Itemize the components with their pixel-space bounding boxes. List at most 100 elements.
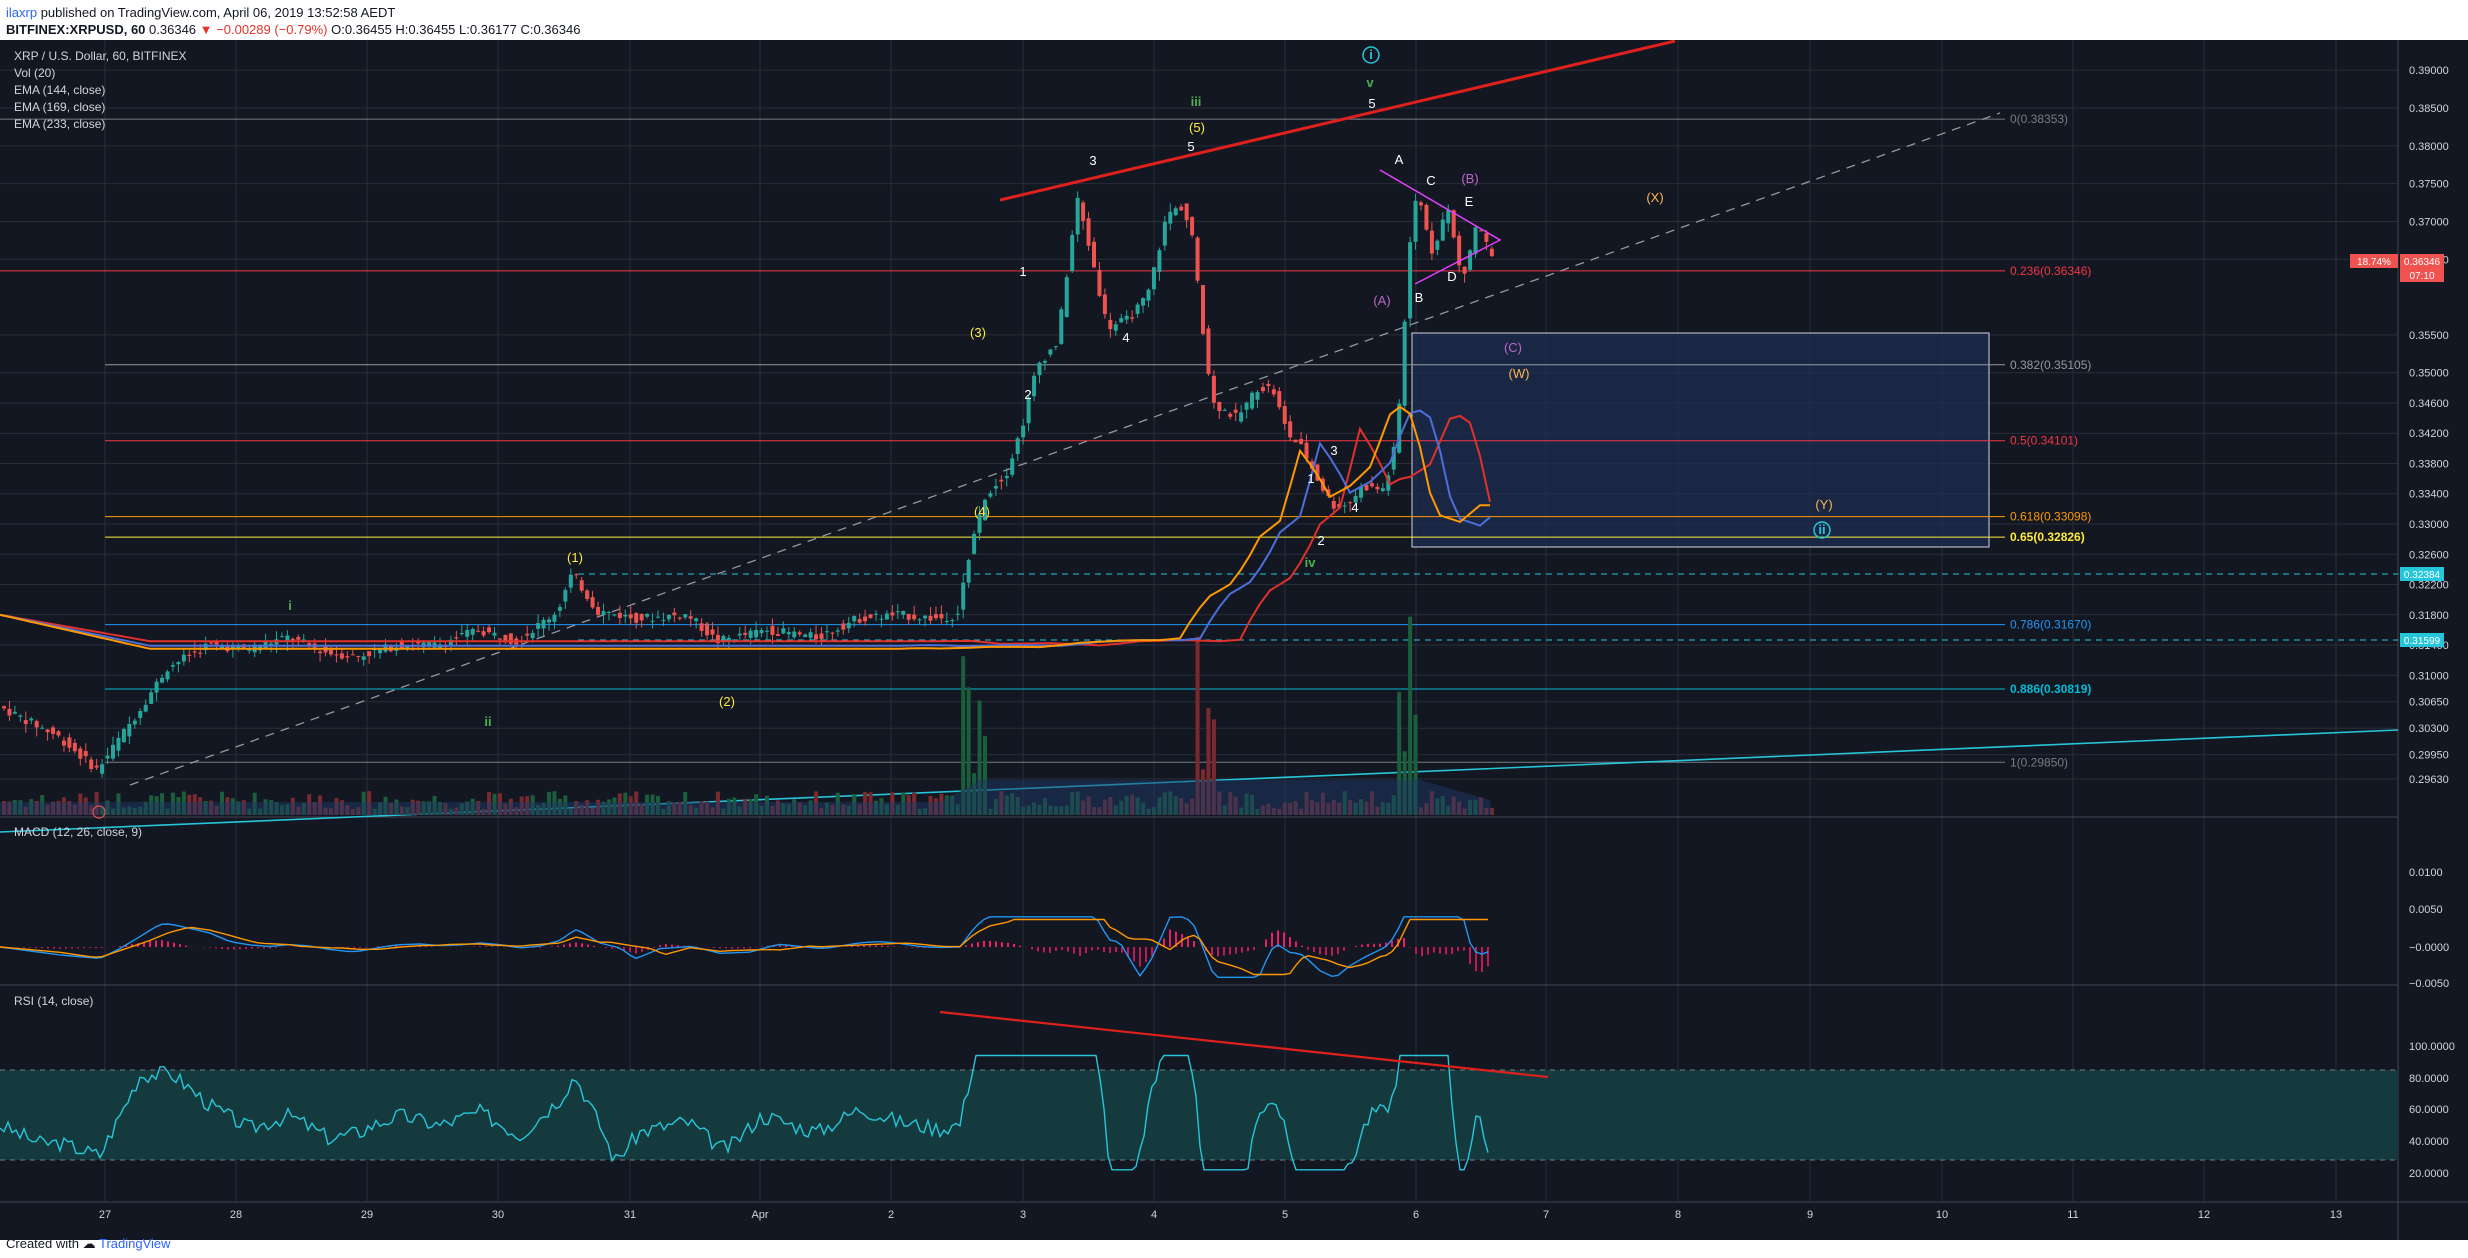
candle-body (1217, 402, 1222, 412)
wave-label-white[interactable]: 3 (1089, 153, 1096, 168)
candle-body (34, 721, 39, 728)
candle-body (329, 648, 333, 655)
wave-label-white[interactable]: 5 (1187, 139, 1194, 154)
candle-body (1489, 248, 1494, 257)
rsi-divergence-line[interactable] (939, 1010, 1549, 1079)
time-tick-label: 7 (1543, 1209, 1549, 1221)
candle-body (552, 614, 557, 622)
wave-label-green[interactable]: v (1366, 75, 1374, 90)
candle-body (503, 634, 508, 643)
candle-body (972, 533, 977, 554)
wave-label-white[interactable]: 1 (1307, 471, 1314, 486)
resistance-trendline[interactable] (999, 40, 1676, 202)
wave-label-triangle[interactable]: D (1447, 269, 1456, 284)
candle-body (737, 633, 742, 636)
candle-body (710, 629, 715, 635)
price-tick-label: 0.32600 (2409, 549, 2449, 561)
time-tick-label: Apr (751, 1209, 768, 1221)
time-tick-label: 5 (1282, 1209, 1288, 1221)
candle-body (1162, 221, 1167, 246)
candle-body (459, 633, 464, 635)
rsi-tick-label: 40.0000 (2409, 1136, 2449, 1148)
candle-body (220, 646, 224, 649)
wave-label-white[interactable]: 4 (1122, 330, 1129, 345)
last-price: 0.36346 (149, 22, 197, 37)
candle-body (1364, 484, 1369, 491)
time-tick-label: 10 (1936, 1209, 1948, 1221)
wave-label-triangle[interactable]: E (1465, 194, 1474, 209)
candle-body (181, 654, 186, 662)
candle-body (56, 731, 61, 736)
candle-body (1451, 210, 1456, 238)
wave-label-yellow[interactable]: (3) (970, 325, 986, 340)
candle-body (661, 619, 666, 621)
author-link[interactable]: ilaxrp (6, 5, 38, 20)
wave-label-green[interactable]: iv (1305, 555, 1317, 570)
price-tick-label: 0.33400 (2409, 489, 2449, 501)
candle-body (121, 729, 126, 743)
rsi-band-fill (0, 1070, 2398, 1160)
price-change: ▼ −0.00289 (−0.79%) (199, 22, 328, 37)
target-zone-box[interactable] (1411, 332, 1990, 548)
wave-label-green[interactable]: iii (1191, 94, 1202, 109)
candle-body (1081, 202, 1086, 221)
candle-body (1059, 309, 1064, 344)
candle-body (1119, 318, 1124, 323)
wave-label-yellow[interactable]: (2) (719, 694, 735, 709)
macd-line (0, 916, 1489, 978)
candle-body (454, 637, 459, 639)
candle-body (977, 514, 982, 533)
candle-body (639, 613, 644, 621)
candle-series (2, 191, 1494, 778)
candle-body (617, 612, 622, 619)
wave-label-white[interactable]: 2 (1024, 387, 1031, 402)
candle-body (1299, 439, 1304, 444)
candle-body (1244, 402, 1249, 410)
wave-label-yellow[interactable]: (1) (567, 550, 583, 565)
candle-body (345, 656, 350, 658)
candle-body (361, 656, 366, 660)
candle-body (596, 606, 601, 615)
wave-label-triangle[interactable]: C (1426, 173, 1435, 188)
wave-label-circled[interactable]: i (1369, 47, 1373, 62)
wave-label-green[interactable]: i (288, 598, 292, 613)
candle-body (100, 764, 105, 774)
time-tick-label: 13 (2330, 1209, 2342, 1221)
wave-label-purple[interactable]: (C) (1504, 340, 1522, 355)
candle-body (367, 651, 372, 657)
wave-label-orange[interactable]: (W) (1509, 366, 1530, 381)
candle-body (1429, 230, 1434, 254)
ema-233-line (0, 414, 1491, 647)
wave-label-white[interactable]: 4 (1351, 500, 1358, 515)
wave-label-white[interactable]: 1 (1019, 264, 1026, 279)
candle-body (405, 646, 410, 649)
wave-label-yellow[interactable]: (5) (1189, 120, 1205, 135)
candle-body (656, 616, 660, 618)
wave-label-purple[interactable]: (A) (1373, 293, 1390, 308)
channel-dashed-line[interactable] (129, 112, 2001, 786)
wave-label-orange[interactable]: (Y) (1815, 497, 1832, 512)
candle-body (944, 620, 949, 623)
wave-label-yellow[interactable]: (4) (974, 504, 990, 519)
wave-label-white[interactable]: 2 (1317, 533, 1324, 548)
support-tag-2: 0.31599 (2400, 633, 2444, 647)
wave-label-triangle[interactable]: A (1395, 152, 1404, 167)
legend-ema144: EMA (144, close) (14, 83, 105, 97)
chart-svg[interactable]: 0(0.38353) 0.236(0.36346) 0.382(0.35105) 0.… (0, 40, 2468, 1240)
wave-label-white[interactable]: 5 (1368, 96, 1375, 111)
wave-label-green[interactable]: ii (484, 714, 491, 729)
wave-label-purple[interactable]: (B) (1461, 171, 1478, 186)
candle-body (334, 654, 339, 656)
triangle-pattern[interactable] (1379, 169, 1502, 285)
wave-label-triangle[interactable]: B (1415, 290, 1424, 305)
time-tick-label: 6 (1413, 1209, 1419, 1221)
wave-label-circled[interactable]: ii (1818, 522, 1825, 537)
footer-brand[interactable]: TradingView (99, 1236, 171, 1251)
candle-body (547, 619, 551, 623)
wave-label-orange[interactable]: (X) (1646, 190, 1663, 205)
candle-body (247, 649, 252, 651)
wave-label-white[interactable]: 3 (1330, 443, 1337, 458)
candle-body (476, 630, 481, 632)
candle-body (1337, 504, 1342, 508)
chart-area[interactable]: 0(0.38353) 0.236(0.36346) 0.382(0.35105) 0.… (0, 40, 2468, 1240)
